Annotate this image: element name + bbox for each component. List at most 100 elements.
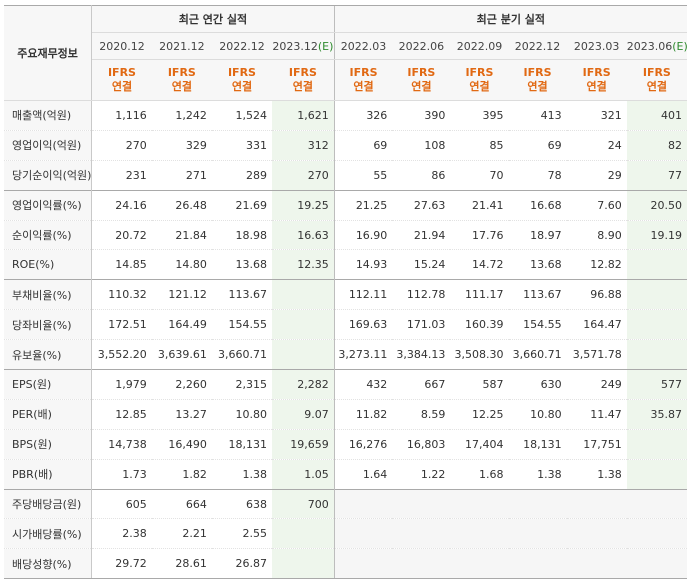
quarter-value: 10.80 [508, 399, 567, 430]
annual-value: 21.84 [151, 220, 212, 251]
table-row: 영업이익(억원) 270 329 331 312 69 108 85 69 24 82 [4, 130, 687, 161]
quarter-value: 15.24 [392, 249, 451, 281]
quarter-value [626, 459, 687, 490]
quarter-value: 154.55 [508, 309, 567, 341]
quarter-value: 20.50 [626, 189, 687, 221]
quarter-value: 24 [566, 130, 627, 161]
quarter-value: 11.47 [566, 399, 627, 430]
quarter-value: 432 [333, 369, 393, 400]
annual-value: 1.73 [91, 459, 152, 490]
basis-scope: 연결 [353, 80, 374, 93]
annual-value: 14,738 [91, 429, 152, 460]
quarter-value [566, 488, 627, 520]
quarter-value: 111.17 [450, 279, 509, 311]
quarter-value: 1.38 [566, 459, 627, 490]
annual-value: 2.38 [91, 518, 152, 550]
annual-value: 1,979 [91, 369, 152, 400]
annual-value: 1,116 [91, 100, 152, 131]
annual-value: 18.98 [211, 220, 273, 251]
quarter-period-estimate: 2023.06(E) [626, 32, 687, 60]
quarter-value: 326 [333, 100, 393, 131]
quarter-value: 78 [508, 160, 567, 191]
annual-value: 10.80 [211, 399, 273, 430]
annual-value: 154.55 [211, 309, 273, 341]
table-row: PER(배) 12.85 13.27 10.80 9.07 11.82 8.59 12.25 1… [4, 399, 687, 430]
quarter-value: 401 [626, 100, 687, 131]
basis-scope: 연결 [231, 80, 253, 93]
annual-value: 172.51 [91, 309, 152, 341]
quarter-value: 11.82 [333, 399, 393, 430]
annual-value [272, 309, 335, 341]
quarter-value [333, 488, 393, 520]
basis-standard: IFRS [582, 66, 611, 79]
annual-value: 1.38 [211, 459, 273, 490]
quarter-value: 12.25 [450, 399, 509, 430]
annual-value: 14.85 [91, 249, 152, 281]
row-label: PER(배) [4, 399, 93, 430]
estimate-mark: (E) [672, 39, 687, 53]
row-label: 시가배당률(%) [4, 518, 93, 550]
quarter-value: 69 [333, 130, 393, 161]
annual-value: 1.82 [151, 459, 212, 490]
basis-cell: IFRS 연결 [151, 59, 212, 101]
quarter-value [626, 339, 687, 371]
basis-scope: 연결 [586, 80, 607, 93]
annual-value [272, 339, 335, 371]
quarter-value: 108 [392, 130, 451, 161]
quarter-value: 16.90 [333, 220, 393, 251]
financial-table: 주요재무정보 최근 연간 실적 최근 분기 실적 2020.12 2021.12… [4, 5, 687, 579]
quarter-value [626, 518, 687, 550]
row-label: 유보율(%) [4, 339, 93, 371]
quarter-value: 3,384.13 [392, 339, 451, 371]
annual-value: 9.07 [272, 399, 335, 430]
quarter-value: 1.38 [508, 459, 567, 490]
quarter-value: 21.41 [450, 189, 509, 221]
annual-value: 271 [151, 160, 212, 191]
basis-standard: IFRS [227, 66, 256, 79]
annual-value: 270 [272, 160, 335, 191]
basis-scope: 연결 [527, 80, 548, 93]
period-text: 2023.06 [626, 39, 673, 53]
quarter-value: 77 [626, 160, 687, 191]
table-row: ROE(%) 14.85 14.80 13.68 12.35 14.93 15.24 14.7… [4, 249, 687, 281]
quarter-period: 2023.03 [566, 32, 627, 60]
quarter-value: 413 [508, 100, 567, 131]
quarter-value: 17,404 [450, 429, 509, 460]
quarter-value: 85 [450, 130, 509, 161]
row-label: 영업이익(억원) [4, 130, 93, 161]
quarter-value: 7.60 [566, 189, 627, 221]
annual-value [272, 279, 335, 311]
annual-value: 12.85 [91, 399, 152, 430]
annual-value: 121.12 [151, 279, 212, 311]
row-label: PBR(배) [4, 459, 93, 490]
annual-value: 231 [91, 160, 152, 191]
basis-cell: IFRS 연결 [566, 59, 627, 101]
basis-row: IFRS 연결 IFRS 연결 IFRS 연결 IFRS 연결 IFRS 연결 IFRS 연결 IFRS… [4, 59, 687, 101]
quarter-value [626, 488, 687, 520]
basis-cell: IFRS 연결 [333, 59, 393, 101]
basis-cell: IFRS 연결 [450, 59, 509, 101]
quarter-value [626, 249, 687, 281]
quarter-period: 2022.03 [333, 32, 393, 60]
table-row: 매출액(억원) 1,116 1,242 1,524 1,621 326 390 395 413 3… [4, 100, 687, 131]
quarter-period: 2022.06 [392, 32, 451, 60]
quarter-value [508, 518, 567, 550]
annual-value: 110.32 [91, 279, 152, 311]
annual-value: 1,242 [151, 100, 212, 131]
quarter-value: 3,660.71 [508, 339, 567, 371]
annual-value: 3,639.61 [151, 339, 212, 371]
quarter-value: 14.72 [450, 249, 509, 281]
basis-cell: IFRS 연결 [626, 59, 687, 101]
estimate-mark: (E) [317, 39, 334, 53]
quarter-value: 160.39 [450, 309, 509, 341]
quarter-value: 96.88 [566, 279, 627, 311]
table-row: 유보율(%) 3,552.20 3,639.61 3,660.71 3,273.11 3,… [4, 339, 687, 371]
annual-value: 19,659 [272, 429, 335, 460]
quarter-value: 395 [450, 100, 509, 131]
quarter-value: 249 [566, 369, 627, 400]
annual-value: 638 [211, 488, 273, 520]
annual-value: 312 [272, 130, 335, 161]
row-label: EPS(원) [4, 369, 93, 400]
annual-value: 700 [272, 488, 335, 520]
quarter-value: 667 [392, 369, 451, 400]
